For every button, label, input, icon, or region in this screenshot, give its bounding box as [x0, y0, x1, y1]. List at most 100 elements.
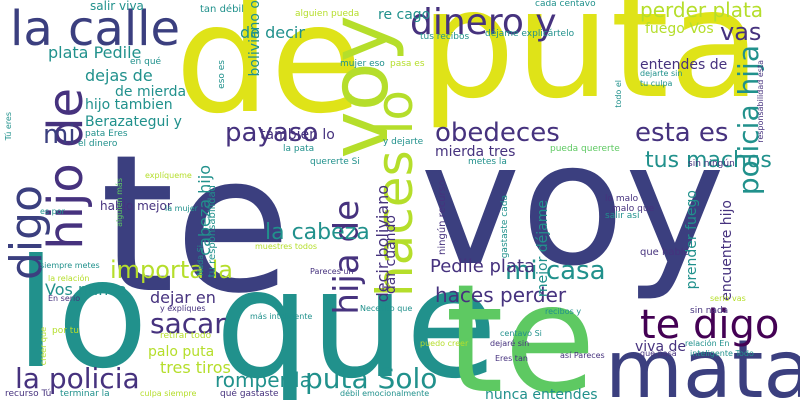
- cloud-word-tres-tiros: tres tiros: [160, 358, 231, 377]
- cloud-word-importa-la: importa la: [110, 256, 233, 284]
- cloud-word-tan-débil: tan débil: [200, 4, 244, 15]
- cloud-word-la-cabeza: la cabeza: [265, 220, 370, 245]
- cloud-word-haces-perder: haces perder: [435, 283, 567, 307]
- cloud-word-explíqueme: explíqueme: [145, 171, 192, 180]
- cloud-word-la-policia: la policia: [15, 362, 140, 395]
- cloud-word-entendes-de: entendes de: [640, 57, 728, 73]
- cloud-word-inteligente-todo: inteligente Todo: [690, 349, 754, 358]
- cloud-word-eres-tan: Eres tan: [495, 354, 528, 363]
- cloud-word-dejarte-sin: dejarte sin: [640, 69, 683, 78]
- cloud-word-mi: mi: [43, 120, 76, 150]
- cloud-word-te: te: [100, 114, 292, 335]
- cloud-word-ningún-recurso: ningún recurso: [437, 180, 448, 255]
- cloud-word-alguien-pueda: alguien pueda: [295, 9, 360, 19]
- cloud-word-tambien-lo: tambien lo: [260, 127, 335, 143]
- cloud-word-metes-la: metes la: [468, 157, 507, 167]
- cloud-word-siempre-metes: siempre metes: [40, 261, 100, 270]
- cloud-word-tu-responsabilidad: tu responsabilidad: [207, 185, 218, 278]
- cloud-word-nada-si: Nada Si: [196, 245, 205, 276]
- cloud-word-que-pasa: que pasa: [640, 349, 677, 358]
- cloud-word-malo-que: malo que: [612, 204, 655, 214]
- cloud-word-vos-nunca: Vos nunca: [45, 280, 127, 299]
- cloud-word-puta-solo: puta Solo: [305, 362, 438, 395]
- cloud-word-tú-eres: Tú eres: [4, 112, 13, 141]
- cloud-word-sin-ningún: sin ningún: [688, 159, 735, 169]
- cloud-word-y-explíques: y explíques: [160, 304, 206, 313]
- cloud-word-cada-centavo: cada centavo: [535, 0, 596, 9]
- cloud-word-puedo-creer: puedo creer: [420, 339, 469, 348]
- cloud-word-re-cago: re cago: [378, 7, 431, 23]
- cloud-word-mejor-déjame: mejor déjame: [535, 200, 551, 298]
- cloud-word-berazategui-y: Berazategui y: [85, 114, 182, 130]
- cloud-word-centavo-si: centavo Si: [500, 329, 542, 338]
- cloud-word-dejas-de: dejas de: [85, 66, 153, 85]
- cloud-word-tus-recibos: tus recibos: [420, 32, 470, 42]
- cloud-word-querert-si: querertе Si: [310, 157, 360, 167]
- cloud-word-pata-eres: pata Eres: [85, 129, 128, 139]
- cloud-word-relación-en: relación En: [685, 339, 730, 348]
- cloud-word-de-mierda: de mierda: [115, 84, 187, 100]
- cloud-word-dejaré-sin: dejaré sin: [490, 339, 530, 348]
- cloud-word-hablo-mejor: hablo mejor: [100, 199, 172, 213]
- cloud-word-responsabilidad-esta: responsabilidad esta: [756, 60, 765, 143]
- cloud-word-recurso-tú: recurso Tú: [5, 389, 52, 399]
- cloud-word-sin-nada: sin nada: [690, 306, 729, 316]
- cloud-word-matar: matar: [605, 323, 800, 400]
- cloud-word-salir-viva: salir viva: [90, 0, 144, 13]
- cloud-word-débil-emocionalmente: débil emocionalmente: [340, 389, 430, 398]
- cloud-word-encuentre-hijo: encuentre hijo: [719, 200, 735, 301]
- cloud-word-todo-el: todo el: [614, 80, 623, 108]
- cloud-word-dinero-y: dinero y: [410, 2, 557, 43]
- cloud-word-fuego-vos: fuego Vos: [645, 21, 714, 37]
- cloud-word-hijo-tambien: hijo tambien: [85, 97, 173, 113]
- cloud-word-viva-de: viva de: [635, 339, 686, 355]
- cloud-word-por-tu: por tu: [52, 326, 80, 336]
- cloud-word-culpa-siempre: culpa siempre: [140, 389, 197, 398]
- cloud-word-tu-culpa: tu culpa: [640, 79, 673, 88]
- cloud-word-mierda-tres: mierda tres: [435, 144, 516, 160]
- cloud-word-la-pata: la pata: [283, 144, 315, 154]
- cloud-word-mujer-eso: mujer eso: [340, 59, 385, 69]
- cloud-word-el-dinero: el dinero: [78, 139, 118, 149]
- cloud-word-esta-es: esta es: [635, 118, 729, 148]
- cloud-word-pareces-un: Pareces un: [310, 267, 354, 276]
- cloud-word-en-qué: en qué: [130, 57, 162, 67]
- cloud-word-lo-malo: lo malo: [605, 194, 639, 204]
- cloud-word-pedile-plata: Pedile plata: [430, 256, 536, 277]
- cloud-word-necesito-que: Necesito que: [360, 304, 413, 313]
- cloud-word-alguien-más: alguien más: [115, 178, 124, 227]
- cloud-word-de-decir: de decir: [240, 23, 305, 42]
- cloud-word-en-serio: En serio: [48, 294, 81, 303]
- cloud-word-palo-puta: palo puta: [148, 344, 215, 360]
- cloud-word-te: te: [445, 253, 597, 400]
- cloud-word-voy: voy: [420, 106, 726, 304]
- cloud-word-pueda-quererte: pueda quererte: [550, 144, 620, 154]
- cloud-word-sacar: sacar: [150, 307, 226, 340]
- cloud-word-que: que: [215, 238, 498, 400]
- cloud-word-serio-vas: serio vas: [710, 294, 746, 303]
- cloud-word-de: de: [175, 0, 363, 147]
- cloud-word-la-mujer: la mujer: [165, 204, 198, 213]
- cloud-word-romper-la: romper la: [215, 368, 312, 392]
- cloud-word-terminar-la: terminar la: [60, 389, 110, 399]
- cloud-word-hija-de: hija de: [327, 200, 367, 315]
- cloud-word-y-dejarte: y dejarte: [383, 137, 424, 147]
- cloud-word-pasa-es: pasa es: [390, 59, 425, 69]
- cloud-word-te-digo: te digo: [640, 302, 780, 348]
- cloud-word-plata-pedile: plata Pedile: [48, 43, 142, 62]
- cloud-word-lo: lo: [15, 228, 149, 400]
- cloud-word-vas: vas: [720, 18, 762, 46]
- cloud-word-muestres-todos: muestres todos: [255, 242, 318, 251]
- cloud-word-así-pareces: así Pareces: [560, 351, 605, 360]
- cloud-word-mi-casa: mi casa: [505, 256, 606, 286]
- cloud-word-obedeces: obedeces: [435, 118, 560, 148]
- cloud-word-dar-cuando: dar cuando: [383, 215, 399, 295]
- cloud-word-qué-gastaste: qué gastaste: [220, 389, 279, 399]
- cloud-word-eso-es: eso es: [217, 60, 227, 89]
- cloud-word-que-hablo: que hablo: [640, 247, 690, 258]
- cloud-word-dejar-en: dejar en: [150, 288, 216, 307]
- cloud-word-es-por: es por: [40, 207, 65, 216]
- cloud-word-más-inteligente: más inteligente: [250, 312, 313, 321]
- cloud-word-perder-plata: perder plata: [640, 0, 764, 22]
